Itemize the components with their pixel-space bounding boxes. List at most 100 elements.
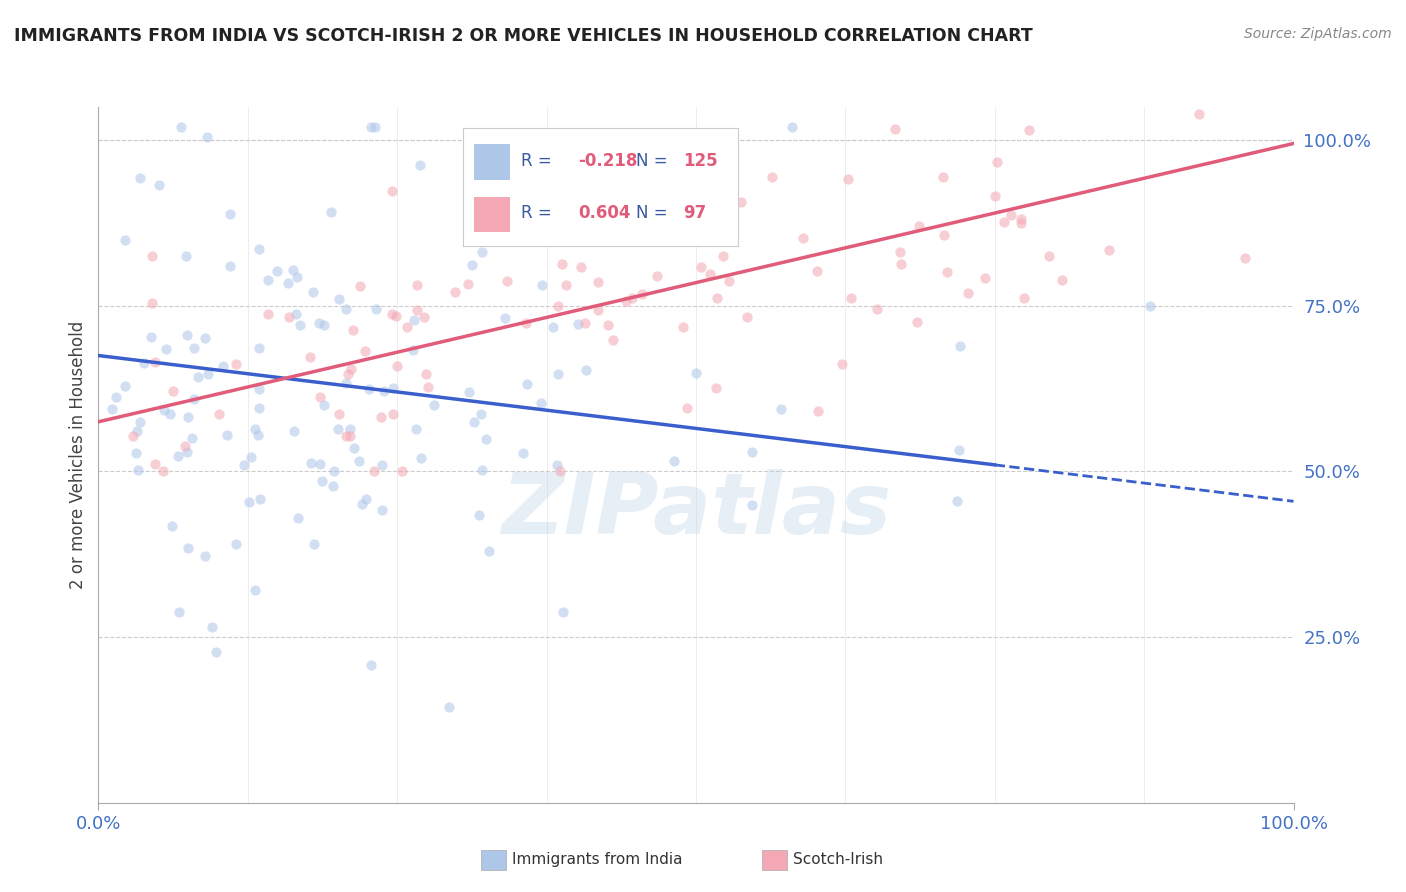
Point (328, 421, 350, 435)
Point (125, 446, 148, 460)
Point (176, 249, 198, 263)
Point (105, 390, 128, 404)
Point (983, 189, 1005, 203)
Point (360, 658, 382, 673)
Point (884, 121, 907, 136)
Point (396, 320, 419, 334)
Point (247, 342, 270, 356)
Point (530, 396, 553, 410)
Point (288, 318, 311, 333)
Point (541, 319, 564, 334)
Point (195, 130, 218, 145)
Point (159, 407, 181, 421)
Point (205, 645, 228, 659)
Point (148, 178, 170, 192)
Point (183, 392, 205, 406)
Point (281, 263, 304, 277)
Point (574, 317, 596, 331)
Point (312, 398, 335, 412)
Point (183, 341, 205, 355)
Point (121, 429, 143, 443)
Point (614, 293, 637, 308)
Point (218, 207, 240, 221)
Point (415, 367, 437, 381)
Point (238, 495, 260, 509)
Point (181, 431, 204, 445)
Point (371, 502, 394, 516)
Point (364, 301, 387, 316)
Point (484, 173, 506, 187)
Point (232, 458, 254, 472)
Point (322, 464, 344, 478)
Point (934, 227, 956, 242)
Point (630, 287, 652, 301)
Point (174, 439, 197, 453)
Point (322, 479, 344, 493)
Point (176, 541, 198, 555)
Point (993, 215, 1015, 229)
Point (257, 273, 280, 287)
Point (463, 416, 485, 430)
Point (741, 445, 763, 459)
Point (936, 265, 959, 279)
Point (471, 463, 494, 477)
Point (806, 264, 828, 278)
Point (949, 339, 972, 353)
Point (551, 257, 574, 271)
Point (302, 537, 325, 551)
Point (285, 270, 308, 285)
Point (371, 458, 394, 473)
Text: ZIPatlas: ZIPatlas (501, 469, 891, 552)
Point (1188, 106, 1211, 120)
Point (225, 537, 247, 551)
Point (932, 169, 955, 184)
Point (596, 318, 619, 332)
Point (167, 605, 190, 619)
Point (444, 285, 467, 300)
Point (474, 432, 496, 446)
Text: Immigrants from India: Immigrants from India (512, 853, 682, 867)
Point (128, 415, 150, 429)
Point (675, 401, 697, 416)
Point (948, 443, 970, 458)
Text: Source: ZipAtlas.com: Source: ZipAtlas.com (1244, 27, 1392, 41)
Point (247, 382, 270, 396)
Point (132, 356, 155, 370)
Point (155, 343, 177, 357)
Point (546, 458, 568, 472)
Point (548, 465, 571, 479)
Point (166, 450, 188, 464)
Point (247, 401, 270, 415)
Point (176, 445, 198, 459)
Point (360, 120, 382, 134)
Point (1139, 299, 1161, 313)
Point (170, 120, 193, 134)
Point (711, 249, 734, 263)
Point (335, 376, 357, 390)
Point (792, 230, 814, 244)
Point (363, 465, 385, 479)
Point (114, 378, 136, 392)
Point (908, 219, 931, 234)
Point (1012, 291, 1035, 305)
Point (567, 318, 589, 332)
Point (706, 291, 728, 305)
Point (298, 350, 321, 364)
Point (257, 307, 280, 321)
Point (347, 454, 370, 468)
Point (278, 310, 301, 325)
Point (160, 519, 183, 533)
Point (177, 409, 200, 424)
Point (239, 450, 262, 464)
Point (685, 367, 707, 381)
Point (321, 205, 343, 219)
Point (494, 311, 516, 326)
Point (152, 465, 174, 479)
Point (381, 307, 404, 321)
Point (531, 278, 554, 293)
Point (385, 310, 408, 324)
Point (343, 441, 366, 455)
Point (690, 260, 713, 274)
Point (225, 357, 247, 371)
Point (328, 292, 350, 306)
